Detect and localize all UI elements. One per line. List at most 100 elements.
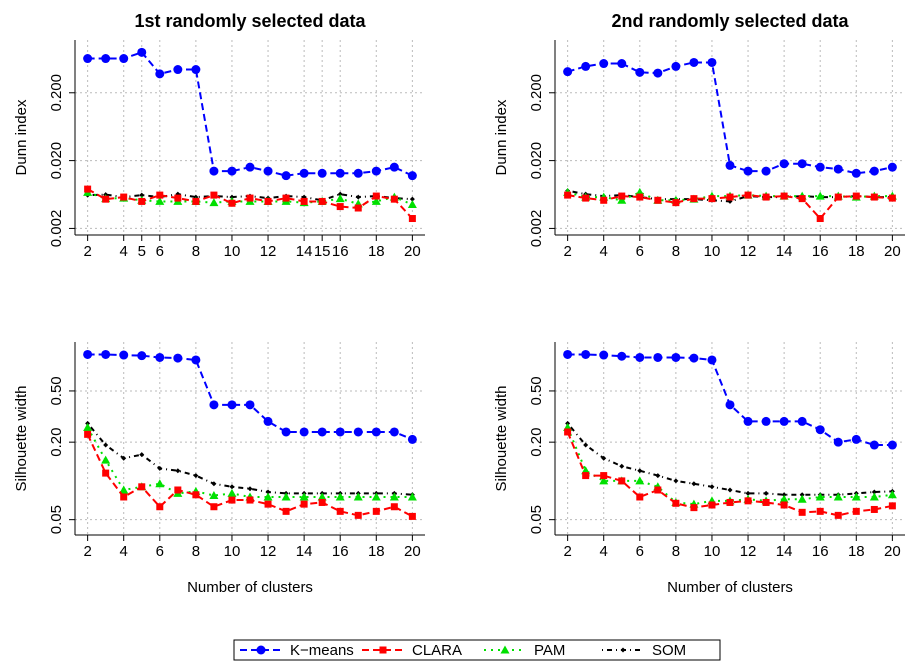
marker [245, 400, 255, 410]
x-tick-label: 8 [672, 243, 680, 260]
marker [744, 191, 752, 199]
x-tick-label: 6 [636, 543, 644, 560]
marker [355, 194, 361, 200]
marker [689, 57, 699, 67]
marker [83, 54, 93, 64]
marker [282, 507, 290, 515]
marker [101, 455, 111, 464]
marker [264, 500, 272, 508]
marker [210, 191, 218, 199]
marker [798, 508, 806, 516]
x-tick-label: 10 [704, 543, 721, 560]
marker [174, 194, 182, 202]
marker [103, 442, 109, 448]
marker [372, 192, 380, 200]
marker [709, 484, 715, 490]
marker [317, 168, 327, 178]
marker [816, 507, 824, 515]
x-tick-label: 14 [296, 243, 313, 260]
x-tick-label: 4 [600, 243, 608, 260]
marker [193, 473, 199, 479]
marker [227, 400, 237, 410]
marker [851, 434, 861, 444]
y-tick-label: 0.200 [528, 74, 545, 112]
marker [779, 416, 789, 426]
legend-box [233, 639, 721, 661]
marker [335, 194, 345, 203]
panel: 1st randomly selected data Dunn index 2 4 5 6… [13, 11, 425, 260]
marker [726, 193, 734, 201]
panel-title: 1st randomly selected data [134, 11, 366, 31]
marker [797, 494, 807, 503]
y-tick-label: 0.002 [48, 210, 65, 248]
series-line [87, 353, 413, 441]
marker [137, 351, 147, 361]
marker [600, 472, 608, 480]
series-line [86, 433, 413, 518]
y-axis-label: Dunn index [13, 99, 30, 175]
marker [671, 61, 681, 71]
panel: Silhouette width Number of clusters 2 4 6 8 10… [13, 342, 425, 596]
marker [655, 473, 661, 479]
marker [653, 68, 663, 78]
marker [887, 490, 897, 499]
marker [779, 494, 789, 503]
marker [601, 455, 607, 461]
marker [599, 476, 609, 485]
marker [390, 195, 398, 203]
marker [209, 198, 219, 207]
panel-title: 2nd randomly selected data [611, 11, 849, 31]
x-tick-label: 8 [672, 543, 680, 560]
marker [281, 427, 291, 437]
x-tick-label: 18 [848, 243, 865, 260]
marker [353, 168, 363, 178]
y-axis-label: Dunn index [493, 99, 510, 175]
series-line [566, 427, 893, 506]
legend: K−means CLARA PAM SOM [233, 639, 721, 661]
marker [407, 200, 417, 209]
marker [191, 355, 201, 365]
y-tick-label: 0.002 [528, 210, 545, 248]
x-tick-label: 14 [776, 243, 793, 260]
marker [563, 67, 573, 77]
x-tick-label: 20 [884, 543, 901, 560]
marker [582, 194, 590, 202]
marker [155, 352, 165, 362]
marker [256, 645, 266, 655]
marker [834, 511, 842, 519]
marker [264, 197, 272, 205]
marker [815, 191, 825, 200]
marker [372, 507, 380, 515]
marker [635, 352, 645, 362]
marker [353, 492, 363, 501]
x-tick-label: 16 [332, 243, 349, 260]
marker [779, 159, 789, 169]
x-tick-label: 4 [120, 543, 128, 560]
marker [84, 430, 92, 438]
marker [139, 452, 145, 458]
marker [174, 486, 182, 494]
marker [869, 492, 879, 501]
marker [762, 193, 770, 201]
marker [408, 512, 416, 520]
marker [173, 65, 183, 75]
marker [635, 476, 645, 485]
marker [84, 185, 92, 193]
y-axis-label: Silhouette width [493, 386, 510, 492]
marker [247, 486, 253, 492]
marker [192, 197, 200, 205]
marker [156, 503, 164, 511]
marker [690, 504, 698, 512]
marker [653, 352, 663, 362]
marker [282, 194, 290, 202]
marker [887, 162, 897, 172]
marker [745, 490, 751, 496]
x-tick-label: 10 [224, 243, 241, 260]
marker [672, 199, 680, 207]
marker [619, 463, 625, 469]
marker [833, 164, 843, 174]
legend-label: PAM [534, 642, 565, 659]
y-tick-label: 0.200 [48, 74, 65, 112]
marker [564, 428, 572, 436]
